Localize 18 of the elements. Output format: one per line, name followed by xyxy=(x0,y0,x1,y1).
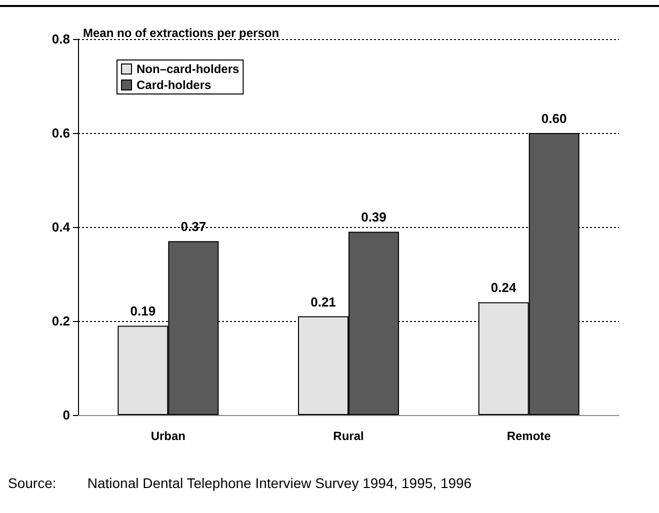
x-tick-label: Remote xyxy=(506,429,552,443)
legend-label: Card-holders xyxy=(136,78,212,92)
data-label: 0.37 xyxy=(180,219,206,234)
data-label: 0.21 xyxy=(310,294,336,310)
source-note: Source: National Dental Telephone Interview Survey 1994, 1995, 1996 xyxy=(8,475,473,491)
y-tick-label: 0.2 xyxy=(52,314,70,328)
data-label: 0.24 xyxy=(490,280,517,296)
data-label: 0.39 xyxy=(361,210,386,225)
legend-label: Non–card-holders xyxy=(136,62,240,76)
data-label: 0.19 xyxy=(130,304,156,319)
x-tick-label: Urban xyxy=(150,429,186,443)
y-tick-label: 0 xyxy=(62,408,70,422)
y-tick-label: 0.4 xyxy=(52,220,71,234)
y-tick-label: 0.8 xyxy=(52,32,70,46)
y-tick-label: 0.6 xyxy=(52,126,70,140)
x-tick-label: Rural xyxy=(333,429,364,443)
y-axis-title: Mean no of extractions per person xyxy=(83,26,280,40)
data-label: 0.60 xyxy=(541,111,567,126)
